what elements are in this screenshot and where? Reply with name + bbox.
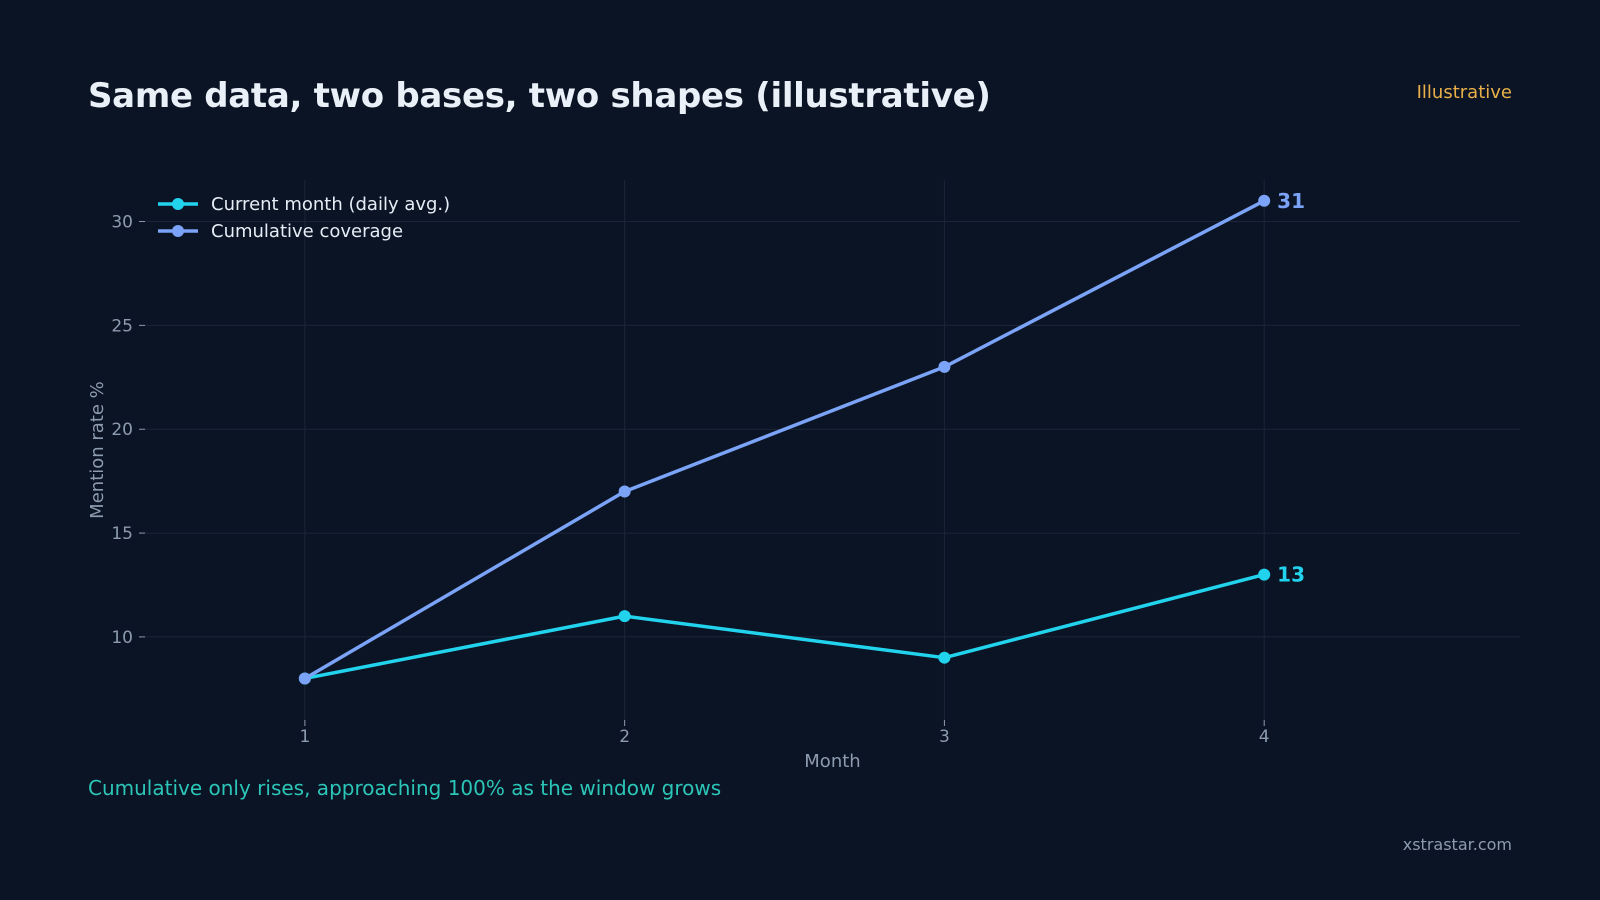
illustrative-badge: Illustrative xyxy=(1416,82,1512,103)
data-point xyxy=(938,360,951,373)
y-tick-label: 30 xyxy=(111,213,133,233)
x-tick-label: 3 xyxy=(939,727,950,747)
data-point xyxy=(1258,194,1271,207)
data-point xyxy=(298,672,311,685)
y-tick-label: 10 xyxy=(111,628,133,648)
series-lines: 13 31 xyxy=(298,189,1305,685)
series-line-0 xyxy=(303,572,1266,681)
axes: 10 15 20 25 30 1 2 3 4 Month Mention rate % xyxy=(87,213,1270,772)
grid-lines xyxy=(145,180,1520,720)
legend-swatch-marker xyxy=(172,198,184,210)
data-point xyxy=(1258,568,1271,581)
legend-swatch-marker xyxy=(172,225,184,237)
legend-entry-label: Cumulative coverage xyxy=(211,221,403,242)
x-tick-label: 1 xyxy=(299,727,310,747)
end-value-label: 13 xyxy=(1277,563,1305,587)
data-point xyxy=(938,651,951,664)
y-tick-label: 15 xyxy=(111,524,133,544)
chart-title: Same data, two bases, two shapes (illust… xyxy=(88,76,991,116)
x-tick-label: 4 xyxy=(1259,727,1270,747)
series-line-1 xyxy=(303,199,1266,681)
site-credit: xstrastar.com xyxy=(1402,835,1512,854)
data-point xyxy=(618,485,631,498)
y-tick-label: 20 xyxy=(111,420,133,440)
y-tick-label: 25 xyxy=(111,316,133,336)
data-point xyxy=(618,610,631,623)
end-value-label: 31 xyxy=(1277,189,1305,213)
legend-entry-label: Current month (daily avg.) xyxy=(211,194,450,215)
legend: Current month (daily avg.) Cumulative cov… xyxy=(158,194,450,242)
y-axis-label: Mention rate % xyxy=(87,381,108,519)
x-tick-label: 2 xyxy=(619,727,630,747)
chart-caption: Cumulative only rises, approaching 100% … xyxy=(88,776,722,800)
x-axis-label: Month xyxy=(804,751,860,772)
